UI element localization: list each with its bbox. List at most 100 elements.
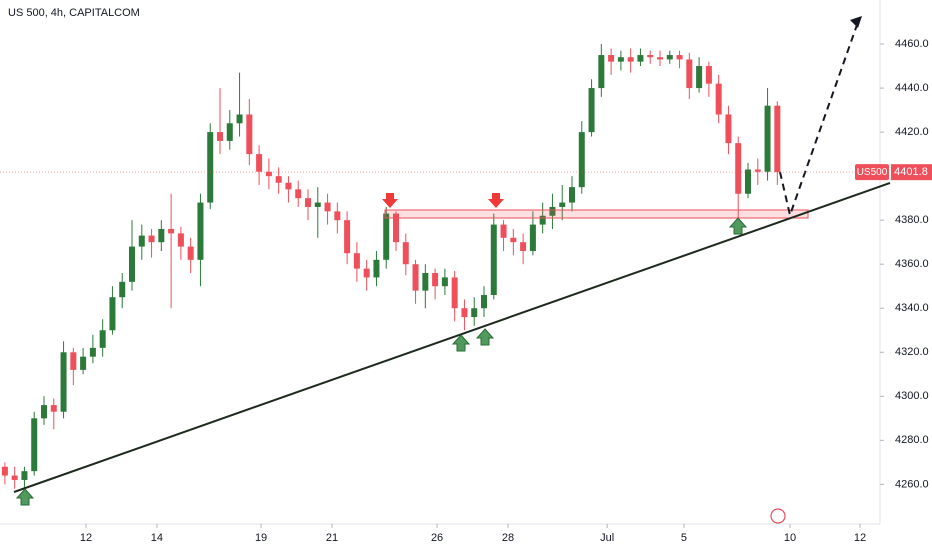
candle-body [129, 246, 135, 282]
candle-body [774, 105, 781, 173]
candle-body [373, 259, 380, 278]
candle-body [1, 466, 8, 476]
candle-body [686, 59, 693, 89]
candle-body [197, 202, 204, 260]
candle-body [314, 202, 321, 207]
candle-body [490, 224, 497, 296]
candle-body [647, 55, 654, 58]
y-tick-label: 4420.0 [895, 126, 929, 138]
candle-body [177, 233, 184, 247]
y-tick-label: 4440.0 [895, 82, 929, 94]
candle-body [168, 228, 175, 234]
candle-body [745, 169, 751, 194]
y-tick-label: 4360.0 [895, 258, 929, 270]
candle-body [334, 211, 341, 221]
candle-body [21, 471, 28, 480]
candle-body [226, 123, 233, 141]
x-tick-label: 26 [431, 532, 443, 544]
candle-body [578, 132, 585, 188]
x-tick-label: Jul [600, 532, 614, 544]
candle-body [207, 132, 214, 203]
candle-body [412, 264, 419, 291]
resistance-zone [384, 209, 809, 219]
price-tag [891, 164, 932, 181]
y-tick-label: 4300.0 [895, 390, 929, 402]
candle-body [353, 253, 360, 269]
candle-body [539, 215, 546, 225]
candle-body [148, 235, 155, 243]
y-tick-label: 4320.0 [895, 346, 929, 358]
candle-body [99, 330, 106, 348]
logo [770, 508, 786, 524]
candle-body [549, 206, 556, 216]
candle-body [402, 242, 409, 265]
candle-body [637, 55, 644, 62]
candle-body [31, 418, 38, 472]
candle-body [138, 235, 145, 247]
projection-path [779, 21, 859, 219]
candle-body [510, 237, 517, 243]
candle-body [363, 268, 370, 278]
x-tick-label: 5 [681, 532, 687, 544]
candle-body [617, 57, 624, 62]
candle-body [735, 143, 742, 194]
candle-body [588, 88, 595, 133]
candle-body [764, 105, 771, 172]
candle-body [666, 55, 673, 60]
candle-body [217, 132, 223, 141]
chart-title: US 500, 4h, CAPITALCOM [8, 7, 140, 19]
candle-body [569, 187, 575, 203]
x-tick-label: 14 [151, 532, 163, 544]
x-tick-label: 21 [326, 532, 338, 544]
candle-body [256, 154, 263, 172]
candle-body [344, 220, 351, 254]
up-arrow [15, 488, 35, 506]
y-tick-label: 4460.0 [895, 38, 929, 50]
y-tick-label: 4280.0 [895, 434, 929, 446]
up-arrow [451, 334, 471, 352]
candle-body [275, 176, 282, 183]
x-tick-label: 19 [255, 532, 267, 544]
candle-body [393, 213, 399, 243]
x-tick-label: 12 [854, 532, 866, 544]
candle-body [158, 228, 165, 243]
candle-body [305, 198, 311, 207]
y-tick-label: 4260.0 [895, 478, 929, 490]
candle-body [119, 281, 126, 298]
candle-body [559, 202, 566, 207]
candle-body [422, 273, 429, 291]
candle-body [500, 224, 507, 238]
candle-body [451, 277, 458, 309]
down-arrow [382, 193, 398, 208]
up-arrow [475, 328, 495, 346]
candle-body [481, 295, 487, 309]
candle-body [11, 475, 18, 480]
candle-body [60, 352, 67, 412]
plot [1, 44, 781, 496]
candle-body [80, 356, 87, 370]
candle-body [295, 189, 302, 199]
candle-body [705, 66, 712, 84]
x-tick-label: 28 [502, 532, 514, 544]
last-price-label: 4401.8 [894, 166, 928, 178]
candle-body [285, 182, 292, 190]
candle-body [41, 405, 47, 419]
candle-body [265, 171, 272, 177]
candle-body [246, 114, 253, 155]
candle-body [70, 352, 77, 370]
candle-body [432, 273, 439, 287]
candle-body [696, 66, 703, 89]
candle-body [383, 213, 390, 260]
x-tick-label: 12 [80, 532, 92, 544]
candle-body [471, 308, 478, 318]
candle-body [461, 308, 468, 318]
candle-body [715, 83, 722, 115]
y-tick-label: 4340.0 [895, 302, 929, 314]
candle-body [441, 277, 448, 287]
candle-body [754, 169, 761, 172]
candle-body [109, 297, 116, 331]
candle-body [608, 55, 615, 62]
sell-arrows [382, 193, 504, 208]
